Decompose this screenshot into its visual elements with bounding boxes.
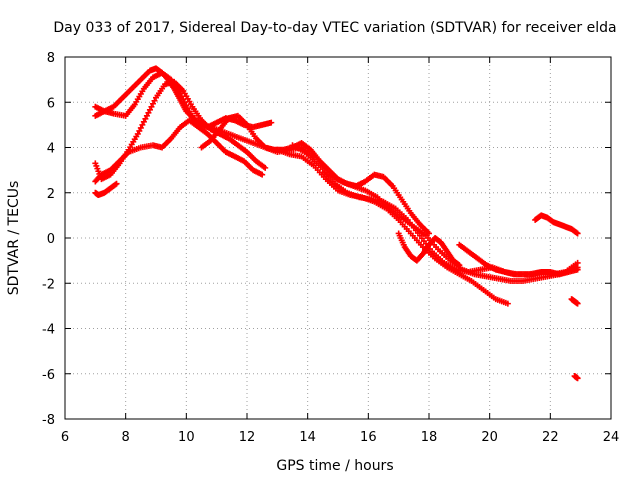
series-arc-13 <box>568 296 581 307</box>
data-point <box>426 230 432 237</box>
series-arc-5 <box>92 180 120 199</box>
chart-title: Day 033 of 2017, Sidereal Day-to-day VTE… <box>53 20 616 36</box>
data-point <box>574 300 581 307</box>
y-tick-label: 8 <box>47 51 55 66</box>
data-point <box>574 266 581 273</box>
data-point <box>113 180 120 187</box>
data-point <box>456 262 463 269</box>
y-tick-label: 0 <box>47 232 55 247</box>
data-point <box>574 259 581 266</box>
x-tick-label: 6 <box>61 430 69 445</box>
data-point <box>183 102 190 109</box>
data-point <box>134 130 141 137</box>
x-tick-label: 14 <box>299 430 316 445</box>
y-tick-label: -6 <box>42 368 55 383</box>
series-arc-4 <box>92 117 266 185</box>
series-arc-14 <box>571 373 581 382</box>
data-point <box>145 109 152 116</box>
data-point <box>259 171 266 178</box>
x-axis-label: GPS time / hours <box>276 458 393 474</box>
series-arc-3 <box>92 78 269 183</box>
series-arc-2 <box>92 69 275 131</box>
grid-lines <box>65 57 611 419</box>
series-arc-12 <box>532 212 581 237</box>
data-point <box>148 103 155 110</box>
series-arc-8 <box>289 142 581 284</box>
series-arc-11 <box>456 241 581 278</box>
y-tick-label: 6 <box>47 96 55 111</box>
x-tick-label: 8 <box>122 430 130 445</box>
data-point <box>136 127 143 134</box>
x-tick-label: 12 <box>239 430 256 445</box>
x-tick-label: 16 <box>360 430 377 445</box>
y-axis-label: SDTVAR / TECUs <box>6 181 22 296</box>
data-point <box>574 230 581 237</box>
series-arc-10 <box>395 230 463 269</box>
data-point <box>139 121 146 128</box>
data-point <box>146 106 153 113</box>
x-tick-label: 24 <box>603 430 620 445</box>
plot-frame <box>64 56 612 420</box>
data-point <box>574 375 581 382</box>
data-point <box>140 118 147 125</box>
data-points <box>92 65 581 382</box>
series-arc-7 <box>274 146 511 307</box>
x-tick-label: 22 <box>542 430 559 445</box>
y-tick-label: -8 <box>42 413 55 428</box>
x-tick-label: 10 <box>178 430 195 445</box>
data-point <box>262 164 269 171</box>
data-point <box>143 112 150 119</box>
data-point <box>504 300 511 307</box>
data-point <box>268 119 275 126</box>
y-tick-label: -4 <box>42 323 55 338</box>
x-tick-label: 18 <box>421 430 438 445</box>
y-tick-label: 4 <box>47 142 55 157</box>
data-point <box>142 115 149 122</box>
data-point <box>149 100 156 107</box>
data-point <box>151 97 158 104</box>
y-tick-label: 2 <box>47 187 55 202</box>
y-tick-labels: -8 -6 -4 -2 0 2 4 6 8 <box>42 51 55 428</box>
y-tick-label: -2 <box>42 277 55 292</box>
data-point <box>184 105 191 112</box>
x-tick-label: 20 <box>481 430 498 445</box>
data-point <box>137 124 144 131</box>
x-tick-labels: 6 8 10 12 14 16 18 20 22 24 <box>61 430 619 445</box>
